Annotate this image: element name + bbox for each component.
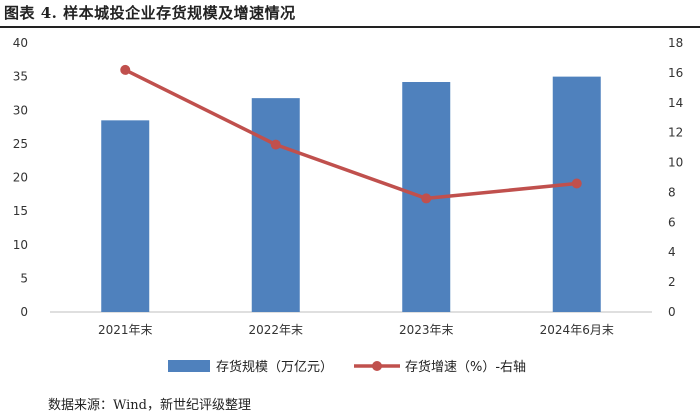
bar [101, 120, 150, 313]
source-note: 数据来源：Wind，新世纪评级整理 [48, 398, 251, 413]
growth-line-path [124, 68, 577, 201]
right-tick-label: 10 [668, 156, 683, 170]
left-tick-label: 20 [13, 171, 28, 185]
right-tick-label: 2 [668, 275, 676, 289]
right-tick-label: 12 [668, 126, 683, 140]
right-tick-label: 14 [668, 96, 683, 110]
left-tick-label: 40 [13, 36, 28, 50]
legend: 存货规模（万亿元） 存货增速（%）-右轴 [168, 359, 526, 375]
left-tick-label: 15 [13, 204, 28, 218]
left-tick-label: 25 [13, 137, 28, 151]
right-tick-label: 0 [668, 305, 676, 319]
left-tick-label: 0 [20, 305, 28, 319]
legend-swatch-bar [168, 360, 210, 372]
legend-label-line: 存货增速（%）-右轴 [405, 359, 526, 375]
line-point [120, 64, 131, 75]
bar [552, 76, 601, 312]
left-tick-label: 5 [20, 271, 28, 285]
figure-title: 图表 4. 样本城投企业存货规模及增速情况 [4, 4, 296, 22]
right-tick-label: 16 [668, 66, 683, 80]
growth-line [120, 64, 582, 204]
x-tick-label: 2021年末 [98, 323, 153, 337]
right-tick-label: 6 [668, 215, 676, 229]
right-tick-label: 4 [668, 245, 676, 259]
left-tick-label: 35 [13, 70, 28, 84]
line-point [421, 193, 432, 204]
chart: 0 5 10 15 20 25 30 35 40 0 2 4 6 8 10 12 14 16 18 2021年末 202… [13, 36, 684, 375]
bars [101, 76, 601, 313]
x-tick-label: 2024年6月末 [540, 323, 614, 337]
bar [251, 98, 300, 313]
left-tick-label: 30 [13, 103, 28, 117]
left-tick-label: 10 [13, 238, 28, 252]
x-tick-label: 2022年末 [248, 323, 303, 337]
title-rule [0, 26, 700, 28]
legend-swatch-marker [372, 361, 382, 371]
line-point [571, 178, 582, 189]
right-tick-label: 18 [668, 36, 683, 50]
line-point [270, 139, 281, 150]
legend-label-bar: 存货规模（万亿元） [216, 359, 333, 375]
x-tick-label: 2023年末 [399, 323, 454, 337]
axes: 0 5 10 15 20 25 30 35 40 0 2 4 6 8 10 12 14 16 18 2021年末 202… [13, 36, 684, 337]
right-tick-label: 8 [668, 185, 676, 199]
